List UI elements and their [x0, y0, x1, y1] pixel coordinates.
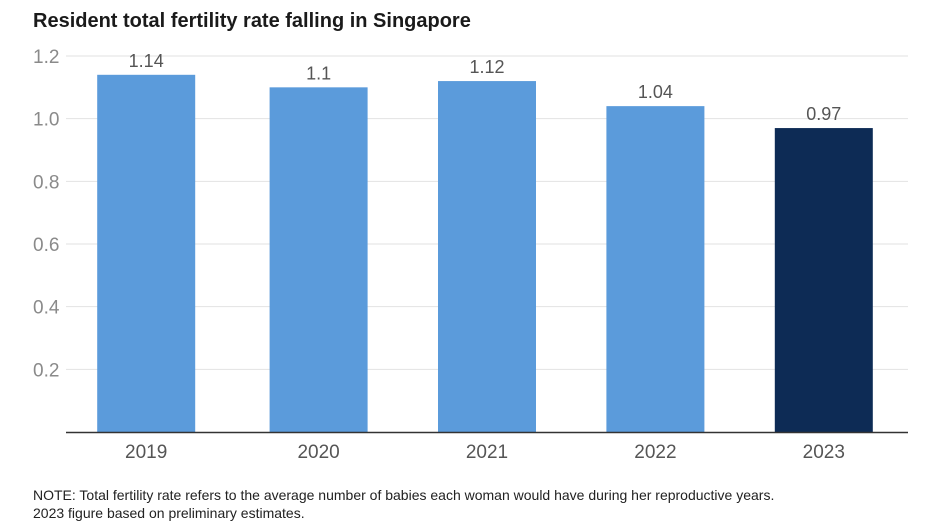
y-tick-label: 1.2 [33, 47, 59, 68]
y-tick-label: 0.8 [33, 172, 59, 193]
bar-value-label: 1.04 [638, 82, 673, 102]
bar [774, 128, 873, 433]
bar [269, 87, 368, 432]
chart-title: Resident total fertility rate falling in… [33, 10, 471, 32]
x-tick-label: 2020 [297, 442, 339, 463]
x-tick-label: 2022 [634, 442, 676, 463]
x-tick-label: 2021 [466, 442, 508, 463]
y-tick-label: 0.4 [33, 298, 60, 319]
x-tick-label: 2019 [125, 442, 167, 463]
bar [97, 74, 196, 433]
bars [97, 74, 873, 433]
x-axis-ticks: 2019 2020 2021 2022 2023 [125, 442, 845, 463]
y-tick-label: 1.0 [33, 110, 59, 131]
y-axis-ticks: 0.2 0.4 0.6 0.8 1.0 1.2 [33, 47, 60, 381]
y-tick-label: 0.6 [33, 235, 59, 256]
note-line-1: NOTE: Total fertility rate refers to the… [33, 487, 775, 503]
bar-value-label: 1.12 [469, 57, 504, 77]
chart-note: NOTE: Total fertility rate refers to the… [33, 486, 774, 522]
bar-value-label: 0.97 [806, 104, 841, 124]
note-line-2: 2023 figure based on preliminary estimat… [33, 505, 305, 521]
bar-value-label: 1.14 [129, 51, 164, 71]
bar [438, 81, 536, 433]
y-tick-label: 0.2 [33, 360, 59, 381]
bar [606, 106, 705, 432]
value-labels: 1.14 1.1 1.12 1.04 0.97 [129, 51, 842, 124]
bar-value-label: 1.1 [306, 63, 331, 83]
x-tick-label: 2023 [803, 442, 845, 463]
